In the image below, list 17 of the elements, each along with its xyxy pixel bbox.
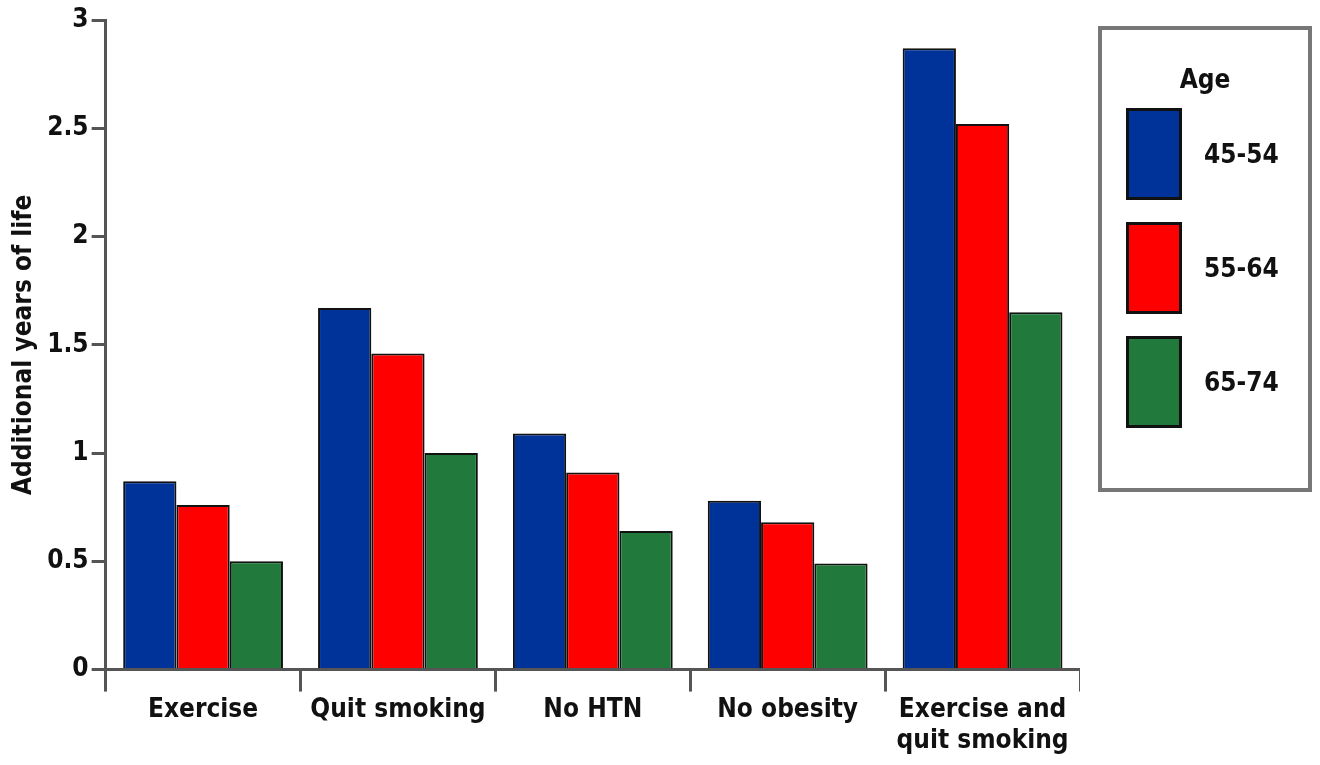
x-tick-label: Quit smoking: [310, 692, 486, 723]
text: 55-64: [1204, 253, 1279, 283]
legend-title: Age: [1178, 64, 1232, 94]
x-tick-label: No obesity: [717, 692, 859, 723]
y-tick-label: 0: [72, 652, 89, 683]
x-tick-label: Exercise and quit smoking: [896, 692, 1069, 755]
x-tick-label: No HTN: [543, 692, 643, 723]
y-tick-label: 0.5: [47, 544, 89, 575]
y-tick-label: 1.5: [47, 327, 89, 358]
text: 45-54: [1204, 139, 1279, 169]
y-tick-label: 1: [72, 435, 89, 466]
x-tick-label: Exercise: [148, 692, 259, 723]
text: 65-74: [1204, 367, 1279, 397]
y-tick-label: 2: [72, 219, 89, 250]
y-tick-label: 3: [72, 2, 89, 33]
y-axis-title: Additional years of life: [7, 194, 38, 495]
y-tick-label: 2.5: [47, 111, 89, 142]
